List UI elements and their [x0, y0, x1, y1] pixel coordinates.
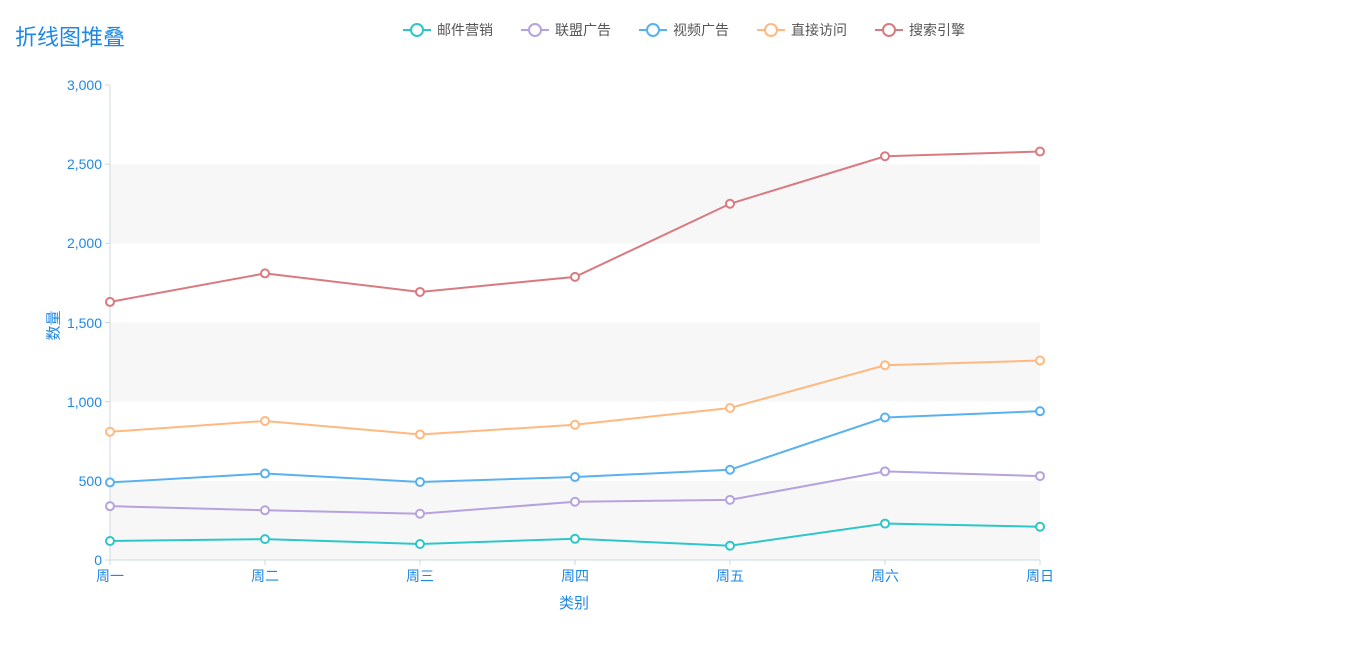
- legend-label: 搜索引擎: [909, 20, 965, 40]
- series-point[interactable]: [416, 510, 424, 518]
- x-axis-title: 类别: [559, 592, 589, 613]
- series-point[interactable]: [881, 520, 889, 528]
- series-point[interactable]: [571, 535, 579, 543]
- legend-label: 直接访问: [791, 20, 847, 40]
- series-point[interactable]: [881, 361, 889, 369]
- series-point[interactable]: [261, 417, 269, 425]
- legend-marker-icon: [875, 23, 903, 37]
- series-point[interactable]: [726, 404, 734, 412]
- series-point[interactable]: [416, 288, 424, 296]
- legend: 邮件营销 联盟广告 视频广告 直接访问 搜索引擎: [0, 20, 1368, 40]
- series-point[interactable]: [726, 496, 734, 504]
- legend-item-4[interactable]: 搜索引擎: [875, 20, 965, 40]
- series-point[interactable]: [726, 200, 734, 208]
- series-point[interactable]: [571, 273, 579, 281]
- legend-item-1[interactable]: 联盟广告: [521, 20, 611, 40]
- series-point[interactable]: [1036, 357, 1044, 365]
- series-point[interactable]: [106, 537, 114, 545]
- y-tick-label: 3,000: [52, 77, 102, 93]
- series-point[interactable]: [416, 430, 424, 438]
- series-point[interactable]: [106, 502, 114, 510]
- x-tick-label: 周五: [716, 566, 744, 586]
- x-tick-label: 周六: [871, 566, 899, 586]
- series-point[interactable]: [1036, 523, 1044, 531]
- legend-label: 邮件营销: [437, 20, 493, 40]
- series-point[interactable]: [571, 421, 579, 429]
- legend-marker-icon: [757, 23, 785, 37]
- legend-item-0[interactable]: 邮件营销: [403, 20, 493, 40]
- x-tick-label: 周四: [561, 566, 589, 586]
- series-point[interactable]: [416, 540, 424, 548]
- legend-label: 联盟广告: [555, 20, 611, 40]
- series-point[interactable]: [1036, 407, 1044, 415]
- y-tick-label: 2,000: [52, 235, 102, 251]
- y-axis-title: 数量: [43, 310, 64, 340]
- series-point[interactable]: [1036, 148, 1044, 156]
- x-tick-label: 周二: [251, 566, 279, 586]
- legend-label: 视频广告: [673, 20, 729, 40]
- legend-item-3[interactable]: 直接访问: [757, 20, 847, 40]
- plot-area: [110, 85, 1040, 560]
- y-tick-label: 0: [52, 552, 102, 568]
- legend-marker-icon: [403, 23, 431, 37]
- series-point[interactable]: [571, 473, 579, 481]
- series-point[interactable]: [881, 414, 889, 422]
- series-point[interactable]: [881, 152, 889, 160]
- series-point[interactable]: [106, 478, 114, 486]
- series-point[interactable]: [881, 467, 889, 475]
- series-point[interactable]: [261, 269, 269, 277]
- series-point[interactable]: [416, 478, 424, 486]
- y-tick-label: 1,000: [52, 394, 102, 410]
- y-tick-label: 2,500: [52, 156, 102, 172]
- y-tick-label: 500: [52, 473, 102, 489]
- legend-item-2[interactable]: 视频广告: [639, 20, 729, 40]
- series-point[interactable]: [261, 506, 269, 514]
- series-point[interactable]: [726, 466, 734, 474]
- series-point[interactable]: [106, 428, 114, 436]
- x-tick-label: 周日: [1026, 566, 1054, 586]
- series-point[interactable]: [106, 298, 114, 306]
- chart-container: 折线图堆叠 邮件营销联盟广告视频广告直接访问搜索引擎 05001,0001,50…: [0, 0, 1368, 645]
- series-point[interactable]: [726, 542, 734, 550]
- x-tick-label: 周三: [406, 566, 434, 586]
- series-point[interactable]: [1036, 472, 1044, 480]
- x-tick-label: 周一: [96, 566, 124, 586]
- series-point[interactable]: [571, 498, 579, 506]
- legend-marker-icon: [521, 23, 549, 37]
- series-point[interactable]: [261, 470, 269, 478]
- series-point[interactable]: [261, 535, 269, 543]
- legend-marker-icon: [639, 23, 667, 37]
